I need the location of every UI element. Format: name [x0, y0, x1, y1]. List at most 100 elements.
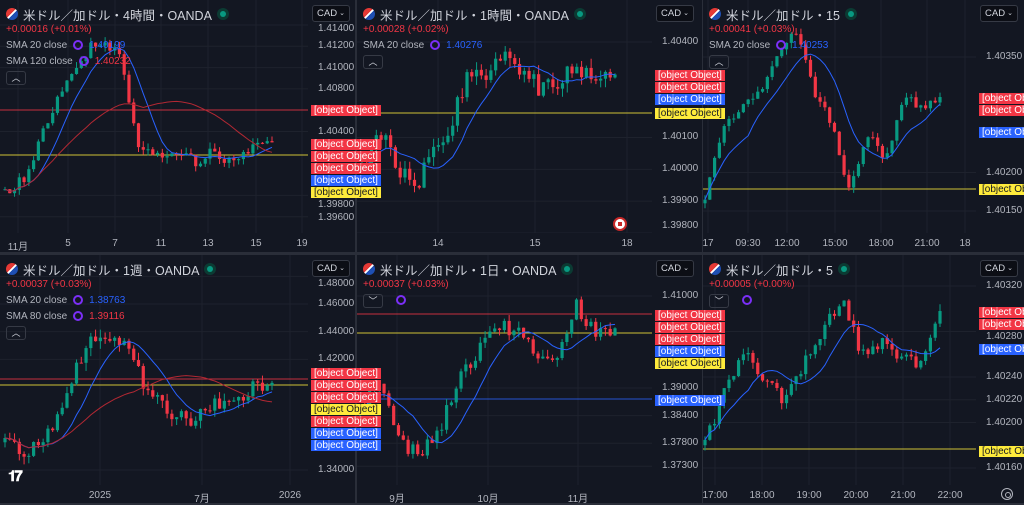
time-axis-tick: 2025 — [88, 490, 112, 501]
time-axis-tick: 17:00 — [702, 490, 728, 501]
market-open-icon — [573, 8, 586, 20]
price-axis-label: [object Object] — [311, 174, 381, 186]
tradingview-logo[interactable]: 𝟏𝟕 — [8, 468, 23, 485]
indicator-loading-icon — [776, 40, 787, 50]
indicator-loading-icon — [430, 40, 441, 50]
indicator-row[interactable]: SMA 120 close 1.40232 — [6, 53, 229, 69]
currency-select[interactable]: CAD ⌄ — [980, 5, 1018, 22]
price-axis-label: [object Object] — [655, 310, 725, 321]
collapse-legend-button[interactable]: ︿ — [363, 55, 383, 69]
price-axis-label: [object Object] — [311, 138, 381, 150]
price-axis-tick: 1.40800 — [318, 82, 355, 94]
currency-value: CAD — [661, 263, 682, 274]
price-axis-tick: 1.40280 — [986, 331, 1023, 342]
price-axis-label: [object Object] — [655, 346, 725, 357]
price-axis-tick: 1.39900 — [662, 195, 699, 207]
price-axis-tick: 1.40220 — [986, 393, 1023, 405]
symbol-title-row[interactable]: 米ドル／加ドル・15 — [709, 5, 857, 23]
time-axis-tick: 15 — [529, 238, 541, 249]
time-axis-tick: 11月 — [7, 242, 29, 253]
price-axis-label: [object Object] — [655, 334, 725, 345]
market-open-icon — [837, 263, 850, 275]
price-axis-label: [object Object] — [979, 446, 1024, 457]
symbol-title[interactable]: 米ドル／加ドル・1時間・OANDA — [380, 8, 569, 23]
price-axis-tick: 1.41000 — [662, 290, 699, 301]
symbol-title[interactable]: 米ドル／加ドル・4時間・OANDA — [23, 8, 212, 23]
indicator-row[interactable]: SMA 20 close 1.38763 — [6, 292, 216, 308]
usd-cad-flag-icon — [709, 8, 721, 20]
currency-select[interactable]: CAD ⌄ — [312, 260, 350, 277]
currency-select[interactable]: CAD ⌄ — [312, 5, 350, 22]
chevron-down-icon: ⌄ — [339, 10, 345, 17]
price-change: +0.00005 (+0.00%) — [709, 279, 795, 290]
currency-select[interactable]: CAD ⌄ — [656, 260, 694, 277]
chart-legend: 米ドル／加ドル・15 +0.00041 (+0.03%) SMA 20 close 1… — [709, 5, 857, 69]
symbol-title-row[interactable]: 米ドル／加ドル・5 — [709, 260, 850, 278]
symbol-title[interactable]: 米ドル／加ドル・1週・OANDA — [23, 263, 200, 278]
time-axis-tick: 2026 — [278, 490, 302, 501]
indicator-label: SMA 80 close — [6, 310, 68, 322]
indicator-loading-icon — [396, 295, 406, 305]
indicator-label: SMA 120 close — [6, 55, 73, 67]
symbol-title[interactable]: 米ドル／加ドル・5 — [726, 263, 833, 278]
expand-legend-button[interactable]: ﹀ — [709, 294, 729, 308]
price-axis-tick: 1.41000 — [318, 61, 355, 73]
price-axis-tick: 1.42000 — [318, 353, 355, 365]
price-axis-label: [object Object] — [655, 70, 725, 81]
time-axis-tick: 15 — [250, 238, 262, 249]
time-axis-tick: 11 — [155, 238, 167, 249]
flag-event-icon[interactable] — [613, 217, 627, 231]
price-axis-tick: 1.37800 — [662, 437, 699, 449]
price-change: +0.00028 (+0.02%) — [363, 24, 449, 35]
price-axis-label: [object Object] — [311, 392, 381, 403]
chart-legend: 米ドル／加ドル・1週・OANDA +0.00037 (+0.03%) SMA 20 … — [6, 260, 217, 340]
price-axis-label: [object Object] — [311, 162, 381, 174]
indicator-label: SMA 20 close — [709, 39, 771, 51]
indicator-row[interactable]: SMA 20 close 1.40276 — [363, 37, 586, 53]
collapse-legend-button[interactable]: ︿ — [6, 326, 26, 340]
currency-value: CAD — [985, 263, 1006, 274]
chevron-down-icon: ⌄ — [1007, 10, 1013, 17]
expand-legend-button[interactable]: ﹀ — [363, 294, 383, 308]
indicator-row[interactable]: SMA 20 close 1.40253 — [709, 37, 857, 53]
price-axis-tick: 1.39800 — [318, 198, 355, 210]
currency-value: CAD — [661, 8, 682, 19]
indicator-row[interactable]: SMA 80 close 1.39116 — [6, 308, 216, 324]
symbol-title[interactable]: 米ドル／加ドル・1日・OANDA — [380, 263, 557, 278]
price-axis-label: [object Object] — [979, 93, 1024, 104]
usd-cad-flag-icon — [709, 263, 721, 275]
symbol-title-row[interactable]: 米ドル／加ドル・1時間・OANDA — [363, 5, 586, 23]
symbol-title-row[interactable]: 米ドル／加ドル・1週・OANDA — [6, 260, 217, 278]
time-axis-tick: 11月 — [567, 494, 589, 505]
price-axis-label: [object Object] — [979, 127, 1024, 138]
price-axis-tick: 1.40350 — [986, 51, 1023, 62]
currency-select[interactable]: CAD ⌄ — [656, 5, 694, 22]
indicator-row[interactable]: SMA 20 close 1.40199 — [6, 37, 229, 53]
price-axis-tick: 1.48000 — [318, 278, 355, 289]
indicator-loading-icon — [78, 56, 89, 66]
symbol-title[interactable]: 米ドル／加ドル・15 — [726, 8, 840, 23]
indicator-value: 1.39116 — [89, 310, 125, 322]
usd-cad-flag-icon — [6, 8, 18, 20]
price-axis-tick: 1.41400 — [318, 23, 355, 34]
price-axis-label: [object Object] — [655, 82, 725, 93]
price-axis-label: [object Object] — [979, 184, 1024, 195]
chart-legend: 米ドル／加ドル・4時間・OANDA +0.00016 (+0.01%) SMA 20… — [6, 5, 229, 85]
symbol-title-row[interactable]: 米ドル／加ドル・1日・OANDA — [363, 260, 574, 278]
price-axis-label: [object Object] — [655, 108, 725, 119]
price-axis-tick: 1.40200 — [986, 166, 1023, 178]
price-axis-label: [object Object] — [979, 344, 1024, 355]
currency-value: CAD — [317, 8, 338, 19]
collapse-legend-button[interactable]: ︿ — [709, 55, 729, 69]
indicator-label: SMA 20 close — [6, 294, 68, 306]
price-axis-label: [object Object] — [311, 404, 381, 415]
currency-select[interactable]: CAD ⌄ — [980, 260, 1018, 277]
chart-legend: 米ドル／加ドル・5 +0.00005 (+0.00%) ﹀ — [709, 260, 850, 308]
price-axis-label: [object Object] — [311, 428, 381, 439]
price-axis-tick: 1.39800 — [662, 220, 699, 231]
symbol-title-row[interactable]: 米ドル／加ドル・4時間・OANDA — [6, 5, 229, 23]
collapse-legend-button[interactable]: ︿ — [6, 71, 26, 85]
price-axis-tick: 1.40000 — [662, 163, 699, 175]
price-axis-tick: 1.41200 — [318, 40, 355, 52]
settings-icon[interactable] — [1001, 488, 1013, 500]
